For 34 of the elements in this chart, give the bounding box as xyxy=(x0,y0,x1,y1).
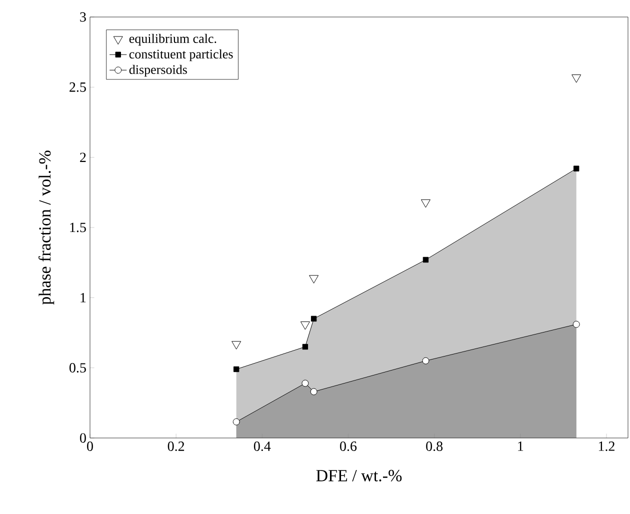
y-tick-label: 2.5 xyxy=(70,82,86,92)
x-tick-label: 0.2 xyxy=(168,442,184,452)
point xyxy=(422,256,429,263)
x-tick-label: 0.8 xyxy=(426,442,443,452)
point xyxy=(572,320,580,328)
point xyxy=(233,366,240,372)
y-tick-label: 2 xyxy=(80,152,86,162)
x-tick-label: 0 xyxy=(87,442,93,451)
point xyxy=(309,275,319,284)
point xyxy=(310,388,318,396)
point xyxy=(572,74,582,83)
y-tick-label: 0 xyxy=(80,433,86,443)
point xyxy=(302,344,308,350)
y-tick-label: 1 xyxy=(80,293,86,302)
point xyxy=(422,357,430,364)
y-tick-label: 1.5 xyxy=(70,222,86,232)
legend-label: dispersoids xyxy=(129,64,187,77)
x-tick-label: 1.2 xyxy=(598,442,614,451)
y-tick-label: 3 xyxy=(80,12,86,22)
point xyxy=(232,418,240,426)
point xyxy=(420,199,430,208)
x-tick-label: 0.6 xyxy=(340,442,357,452)
legend-label: equilibrium calc. xyxy=(129,34,216,46)
point xyxy=(310,316,317,322)
legend-label: constituent particles xyxy=(129,49,233,62)
point xyxy=(300,321,310,330)
x-axis-title: DFE / wt.-% xyxy=(316,470,402,482)
point xyxy=(573,166,580,172)
point xyxy=(232,341,242,350)
x-tick-label: 0.4 xyxy=(254,442,271,452)
y-tick-label: 0.5 xyxy=(70,363,86,373)
point xyxy=(302,380,309,387)
y-axis-title: phase fraction / vol.-% xyxy=(38,150,54,305)
x-tick-label: 1 xyxy=(518,442,524,451)
